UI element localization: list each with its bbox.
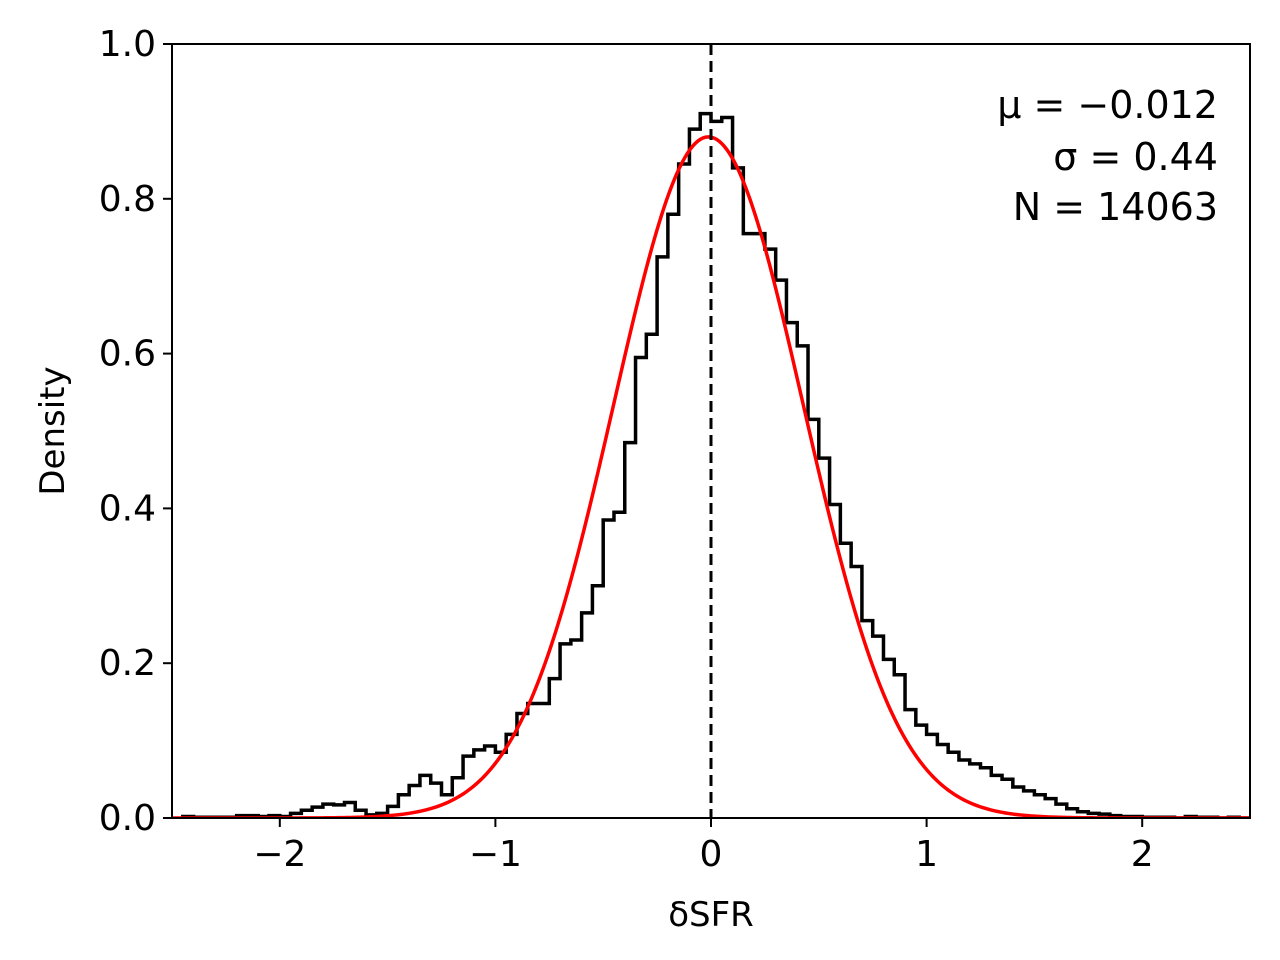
y-tick-label: 0.8 bbox=[99, 179, 156, 220]
x-tick-label: −1 bbox=[469, 834, 522, 875]
y-tick-label: 0.4 bbox=[99, 488, 156, 529]
x-tick-label: 0 bbox=[700, 834, 723, 875]
x-axis-title: δSFR bbox=[668, 895, 754, 935]
y-tick-label: 0.6 bbox=[99, 334, 156, 375]
axis-ticks: −2 −1 0 1 2 0.0 0.2 0.4 0.6 0.8 1.0 bbox=[99, 24, 1154, 875]
y-tick-label: 0.2 bbox=[99, 643, 156, 684]
x-tick-label: −2 bbox=[253, 834, 306, 875]
sigma-annotation: σ = 0.44 bbox=[1053, 135, 1218, 179]
y-tick-label: 1.0 bbox=[99, 24, 156, 65]
mu-annotation: μ = −0.012 bbox=[997, 83, 1218, 127]
x-tick-label: 2 bbox=[1131, 834, 1154, 875]
y-tick-label: 0.0 bbox=[99, 798, 156, 839]
y-axis-title: Density bbox=[33, 366, 73, 495]
fit-statistics: μ = −0.012 σ = 0.44 N = 14063 bbox=[997, 83, 1218, 229]
x-tick-label: 1 bbox=[915, 834, 938, 875]
plot-frame bbox=[171, 43, 1251, 819]
count-annotation: N = 14063 bbox=[1013, 185, 1218, 229]
